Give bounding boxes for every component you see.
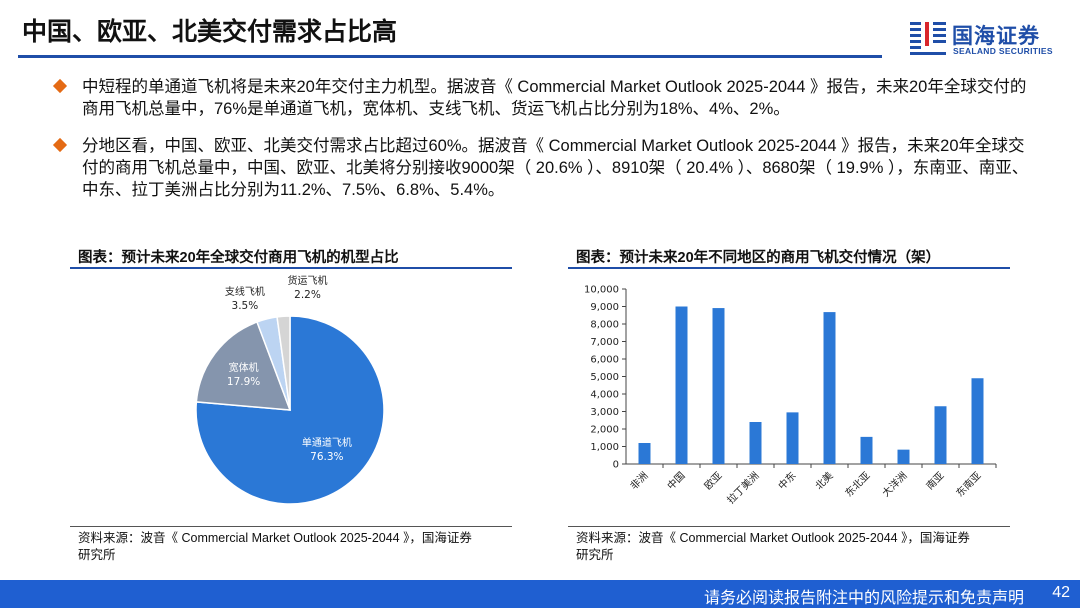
x-tick-label: 东北亚	[842, 469, 872, 499]
footer-disclaimer: 请务必阅读报告附注中的风险提示和免责声明	[703, 590, 1024, 607]
bar	[823, 312, 836, 464]
bar	[860, 436, 873, 464]
pie-slice-label: 单通道飞机	[302, 436, 352, 449]
source-line: 资料来源：波音《 Commercial Market Outlook 2025-…	[78, 531, 472, 545]
pie-slice-value: 3.5%	[232, 300, 259, 312]
y-tick-label: 10,000	[584, 285, 619, 296]
company-logo: 国海证券 SEALAND SECURITIES	[908, 18, 1068, 62]
x-tick-label: 北美	[812, 469, 835, 492]
bar	[749, 422, 762, 464]
bar	[675, 306, 688, 464]
bullet-text: 分地区看，中国、欧亚、北美交付需求占比超过60%。据波音《 Commercial…	[82, 137, 1029, 199]
x-tick-label: 大洋洲	[879, 469, 909, 499]
x-tick-label: 南亚	[923, 469, 946, 492]
bar	[934, 406, 947, 464]
pie-slice-label: 货运飞机	[288, 274, 328, 287]
y-tick-label: 0	[613, 460, 619, 471]
right-panel-top-rule	[568, 267, 1010, 269]
pie-slice-label: 宽体机	[229, 361, 259, 374]
pie-slice-value: 17.9%	[227, 376, 260, 388]
pie-slice-label: 支线飞机	[225, 285, 265, 298]
bar	[897, 449, 910, 464]
y-tick-label: 1,000	[590, 442, 619, 453]
y-tick-label: 5,000	[590, 372, 619, 383]
y-tick-label: 9,000	[590, 302, 619, 313]
left-source: 资料来源：波音《 Commercial Market Outlook 2025-…	[78, 530, 472, 564]
x-tick-label: 东南亚	[953, 469, 983, 499]
source-line: 研究所	[78, 548, 116, 562]
y-tick-label: 8,000	[590, 320, 619, 331]
y-tick-label: 7,000	[590, 337, 619, 348]
left-panel-bottom-rule	[70, 526, 512, 527]
left-panel-top-rule	[70, 267, 512, 269]
pie-slice-value: 2.2%	[294, 289, 321, 301]
pie-slice-value: 76.3%	[310, 451, 343, 463]
y-tick-label: 4,000	[590, 390, 619, 401]
bar	[971, 378, 984, 464]
x-tick-label: 中国	[664, 469, 687, 492]
pie-slice	[276, 315, 291, 411]
pie-chart: 单通道飞机 76.3% 宽体机 17.9% 支线飞机 3.5% 货运飞机 2.2%	[195, 274, 385, 505]
page-title: 中国、欧亚、北美交付需求占比高	[22, 18, 398, 46]
right-panel-bottom-rule	[568, 526, 1010, 527]
summary-bullets: 中短程的单通道飞机将是未来20年交付主力机型。据波音《 Commercial M…	[50, 76, 1030, 216]
y-tick-label: 2,000	[590, 425, 619, 436]
bullet-text: 中短程的单通道飞机将是未来20年交付主力机型。据波音《 Commercial M…	[82, 78, 1027, 118]
x-tick-label: 拉丁美洲	[724, 469, 761, 506]
pie-chart-title: 图表：预计未来20年全球交付商用飞机的机型占比	[78, 250, 399, 266]
logo-name-en: SEALAND SECURITIES	[953, 46, 1053, 56]
bullet-item: 中短程的单通道飞机将是未来20年交付主力机型。据波音《 Commercial M…	[50, 76, 1030, 120]
bar	[786, 412, 799, 464]
x-tick-label: 欧亚	[702, 470, 725, 493]
footer-bar: 请务必阅读报告附注中的风险提示和免责声明 42	[0, 580, 1080, 608]
logo-name-cn: 国海证券	[952, 25, 1040, 48]
bullet-item: 分地区看，中国、欧亚、北美交付需求占比超过60%。据波音《 Commercial…	[50, 135, 1030, 201]
bar	[638, 443, 651, 464]
bar-chart: 0 1,000 2,000 3,000 4,000 5,000 6,000 7,000 8,00…	[584, 285, 997, 506]
sealand-logo-icon	[910, 22, 946, 55]
pie-slice	[195, 321, 292, 411]
diamond-bullet-icon	[52, 78, 68, 94]
right-source: 资料来源：波音《 Commercial Market Outlook 2025-…	[576, 530, 970, 564]
diamond-bullet-icon	[52, 137, 68, 153]
bar-chart-title: 图表：预计未来20年不同地区的商用飞机交付情况（架）	[576, 250, 941, 266]
y-tick-label: 6,000	[590, 355, 619, 366]
bar	[712, 308, 725, 464]
y-tick-label: 3,000	[590, 407, 619, 418]
page-number: 42	[1052, 584, 1070, 601]
x-tick-label: 非洲	[628, 470, 651, 493]
source-line: 研究所	[576, 548, 614, 562]
source-line: 资料来源：波音《 Commercial Market Outlook 2025-…	[576, 531, 970, 545]
title-divider	[18, 55, 882, 58]
x-tick-label: 中东	[775, 469, 798, 492]
pie-slice	[195, 315, 385, 505]
